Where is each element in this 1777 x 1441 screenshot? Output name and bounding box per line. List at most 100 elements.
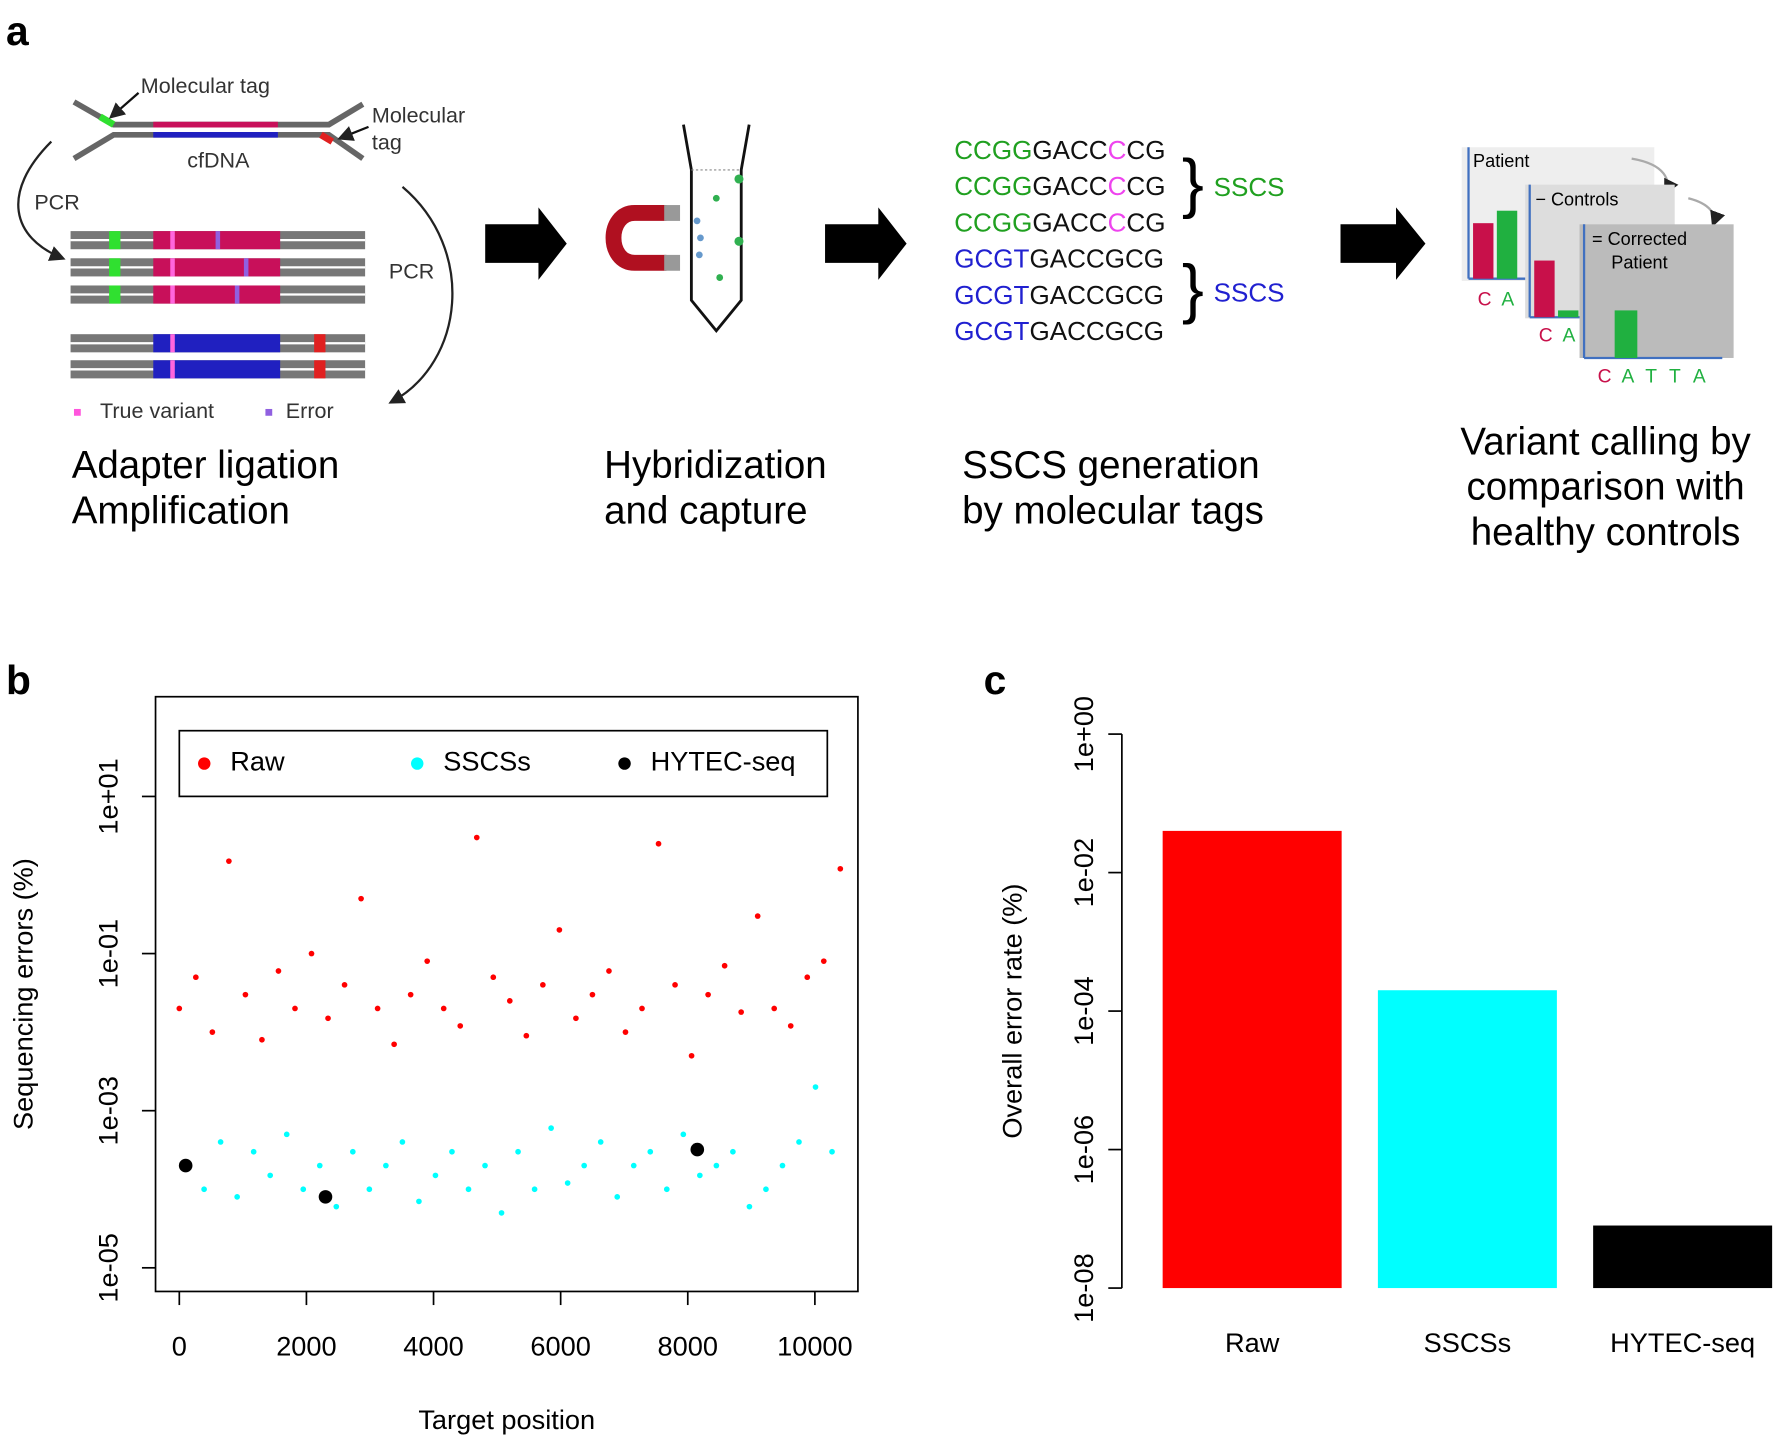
point (688, 1052, 695, 1059)
point (837, 865, 844, 872)
sequence-part: CCGG (954, 135, 1032, 165)
annotation: tag (372, 131, 402, 155)
x-tick-label: 8000 (658, 1330, 718, 1361)
point (250, 1148, 257, 1155)
point (201, 1186, 207, 1193)
point (349, 1148, 356, 1155)
base-label: A (1621, 366, 1634, 387)
sequence-part: CG (1126, 171, 1165, 201)
point (663, 1186, 670, 1193)
base-label: T (1645, 366, 1657, 387)
point (597, 1139, 604, 1145)
point (730, 1148, 736, 1155)
sequence-part: CG (1126, 135, 1165, 165)
point (449, 1148, 455, 1155)
mini-label: Patient (1473, 151, 1529, 171)
sscs-label: SSCS (1214, 277, 1285, 307)
sequence-part: CCGG (954, 171, 1032, 201)
sequence-part: C (1108, 171, 1127, 201)
base-label: C (1598, 366, 1612, 387)
base-labels: C AC AC A T T A (1478, 289, 1706, 387)
point (573, 1015, 579, 1022)
y-axis-label: Sequencing errors (%) (7, 858, 38, 1130)
point (275, 968, 282, 974)
point (259, 1036, 265, 1043)
step-captions: Adapter ligation Amplification Hybridiza… (72, 420, 1752, 554)
point (440, 1005, 447, 1012)
point (589, 991, 596, 998)
point (209, 1029, 216, 1035)
base-label: A (1501, 289, 1514, 310)
point (787, 1023, 794, 1029)
x-tick-label: HYTEC-seq (1610, 1327, 1755, 1358)
y-tick-label: 1e+00 (1068, 696, 1099, 772)
annotation: PCR (389, 260, 434, 284)
sequence-part: GACCGCG (1029, 280, 1164, 310)
sequence: CCGGGACCCCG (954, 135, 1165, 165)
point (779, 1162, 786, 1169)
point (548, 1125, 554, 1131)
y-tick-label: 1e-08 (1068, 1253, 1099, 1323)
x-tick-label: SSCSs (1424, 1327, 1512, 1358)
annotation: PCR (34, 191, 79, 215)
brace: } (1182, 252, 1204, 325)
point (690, 1142, 705, 1157)
capture-diagram (605, 124, 751, 334)
y-tick-label: 1e-04 (1068, 976, 1099, 1046)
point (416, 1198, 422, 1205)
point (655, 840, 662, 847)
point (515, 1148, 521, 1155)
point (316, 1162, 323, 1169)
point (556, 927, 563, 933)
panel-label: c (984, 657, 1007, 703)
bar (1593, 1225, 1773, 1289)
base-label: T (1669, 366, 1681, 387)
point (358, 895, 364, 902)
point (176, 1005, 183, 1012)
sequence-part: CCGG (954, 207, 1032, 237)
point (804, 974, 811, 981)
point (680, 1131, 687, 1138)
legend-label: HYTEC-seq (651, 746, 796, 777)
sequence-part: GCGT (954, 316, 1029, 346)
caption: healthy controls (1471, 511, 1741, 554)
plot-frame (154, 695, 859, 1293)
base-label: A (1563, 326, 1576, 347)
point (333, 1203, 340, 1210)
point (283, 1131, 290, 1138)
point (457, 1023, 464, 1029)
point (193, 974, 199, 981)
x-tick-label: Raw (1225, 1327, 1280, 1358)
point (318, 1190, 333, 1204)
point (622, 1029, 629, 1035)
caption: comparison with (1467, 466, 1745, 509)
point (721, 962, 728, 969)
sequence: GCGTGACCGCG (954, 243, 1164, 273)
point (506, 998, 513, 1004)
point (399, 1139, 406, 1145)
point (771, 1005, 778, 1012)
point (531, 1186, 538, 1193)
y-axis-label: Overall error rate (%) (996, 883, 1027, 1138)
panel-label: a (6, 8, 29, 54)
point (630, 1162, 637, 1169)
base-label: C (1539, 326, 1553, 347)
point (672, 981, 678, 988)
base-label: A (1693, 366, 1706, 387)
point (564, 1180, 571, 1186)
x-tick-label: 4000 (403, 1330, 463, 1361)
sequence-part: GCGT (954, 243, 1029, 273)
sequence-part: GCGT (954, 280, 1029, 310)
point (226, 858, 232, 865)
legend-label: SSCSs (443, 746, 531, 777)
point (308, 950, 315, 957)
flow-arrows (485, 207, 1426, 280)
point (614, 1194, 621, 1200)
annotation: Molecular tag (141, 74, 270, 98)
point (482, 1162, 488, 1169)
point (697, 1172, 703, 1179)
sequence-part: GACC (1032, 135, 1107, 165)
sequences: CCGGGACCCCGCCGGGACCCCGCCGGGACCCCGGCGTGAC… (954, 135, 1165, 346)
point (820, 958, 827, 965)
